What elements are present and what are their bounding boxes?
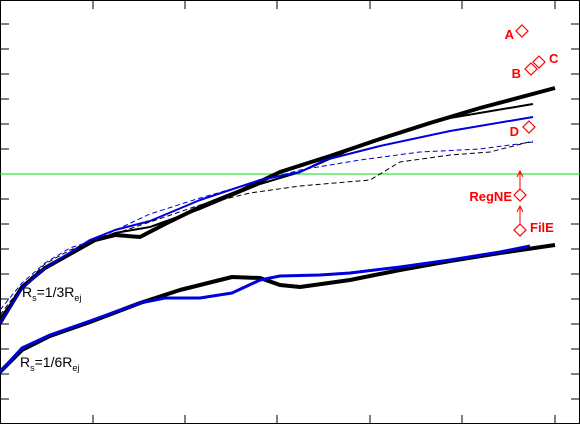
point-marker — [524, 62, 538, 76]
series-line — [0, 141, 534, 311]
series-line — [0, 243, 556, 374]
annotation-part: R — [20, 354, 30, 370]
annotation-part: =1/3R — [37, 284, 75, 300]
annotation: Rs=1/6Rej — [20, 354, 79, 373]
series-line — [0, 116, 534, 324]
point-marker — [515, 24, 529, 38]
annotation-part: R — [22, 284, 32, 300]
point-marker — [532, 55, 546, 69]
limit-arrow — [516, 204, 524, 224]
point-label: FilE — [530, 220, 554, 235]
series-line — [0, 86, 556, 325]
point-label: RegNE — [469, 189, 512, 204]
limit-arrow — [516, 169, 524, 189]
annotation-part: =1/6R — [35, 354, 73, 370]
annotation-part: ej — [72, 363, 79, 373]
point-label: C — [549, 51, 559, 66]
point-marker — [513, 188, 527, 202]
point-marker — [522, 120, 536, 134]
point-marker — [513, 223, 527, 237]
series-line — [0, 140, 534, 316]
annotation-part: ej — [74, 293, 81, 303]
point-label: A — [505, 27, 515, 42]
series-line — [0, 103, 534, 319]
series-line — [0, 244, 531, 374]
point-label: D — [510, 124, 519, 139]
annotation-part: s — [32, 293, 37, 303]
annotation: Rs=1/3Rej — [22, 284, 81, 303]
point-label: B — [512, 66, 521, 81]
annotation-part: s — [30, 363, 35, 373]
